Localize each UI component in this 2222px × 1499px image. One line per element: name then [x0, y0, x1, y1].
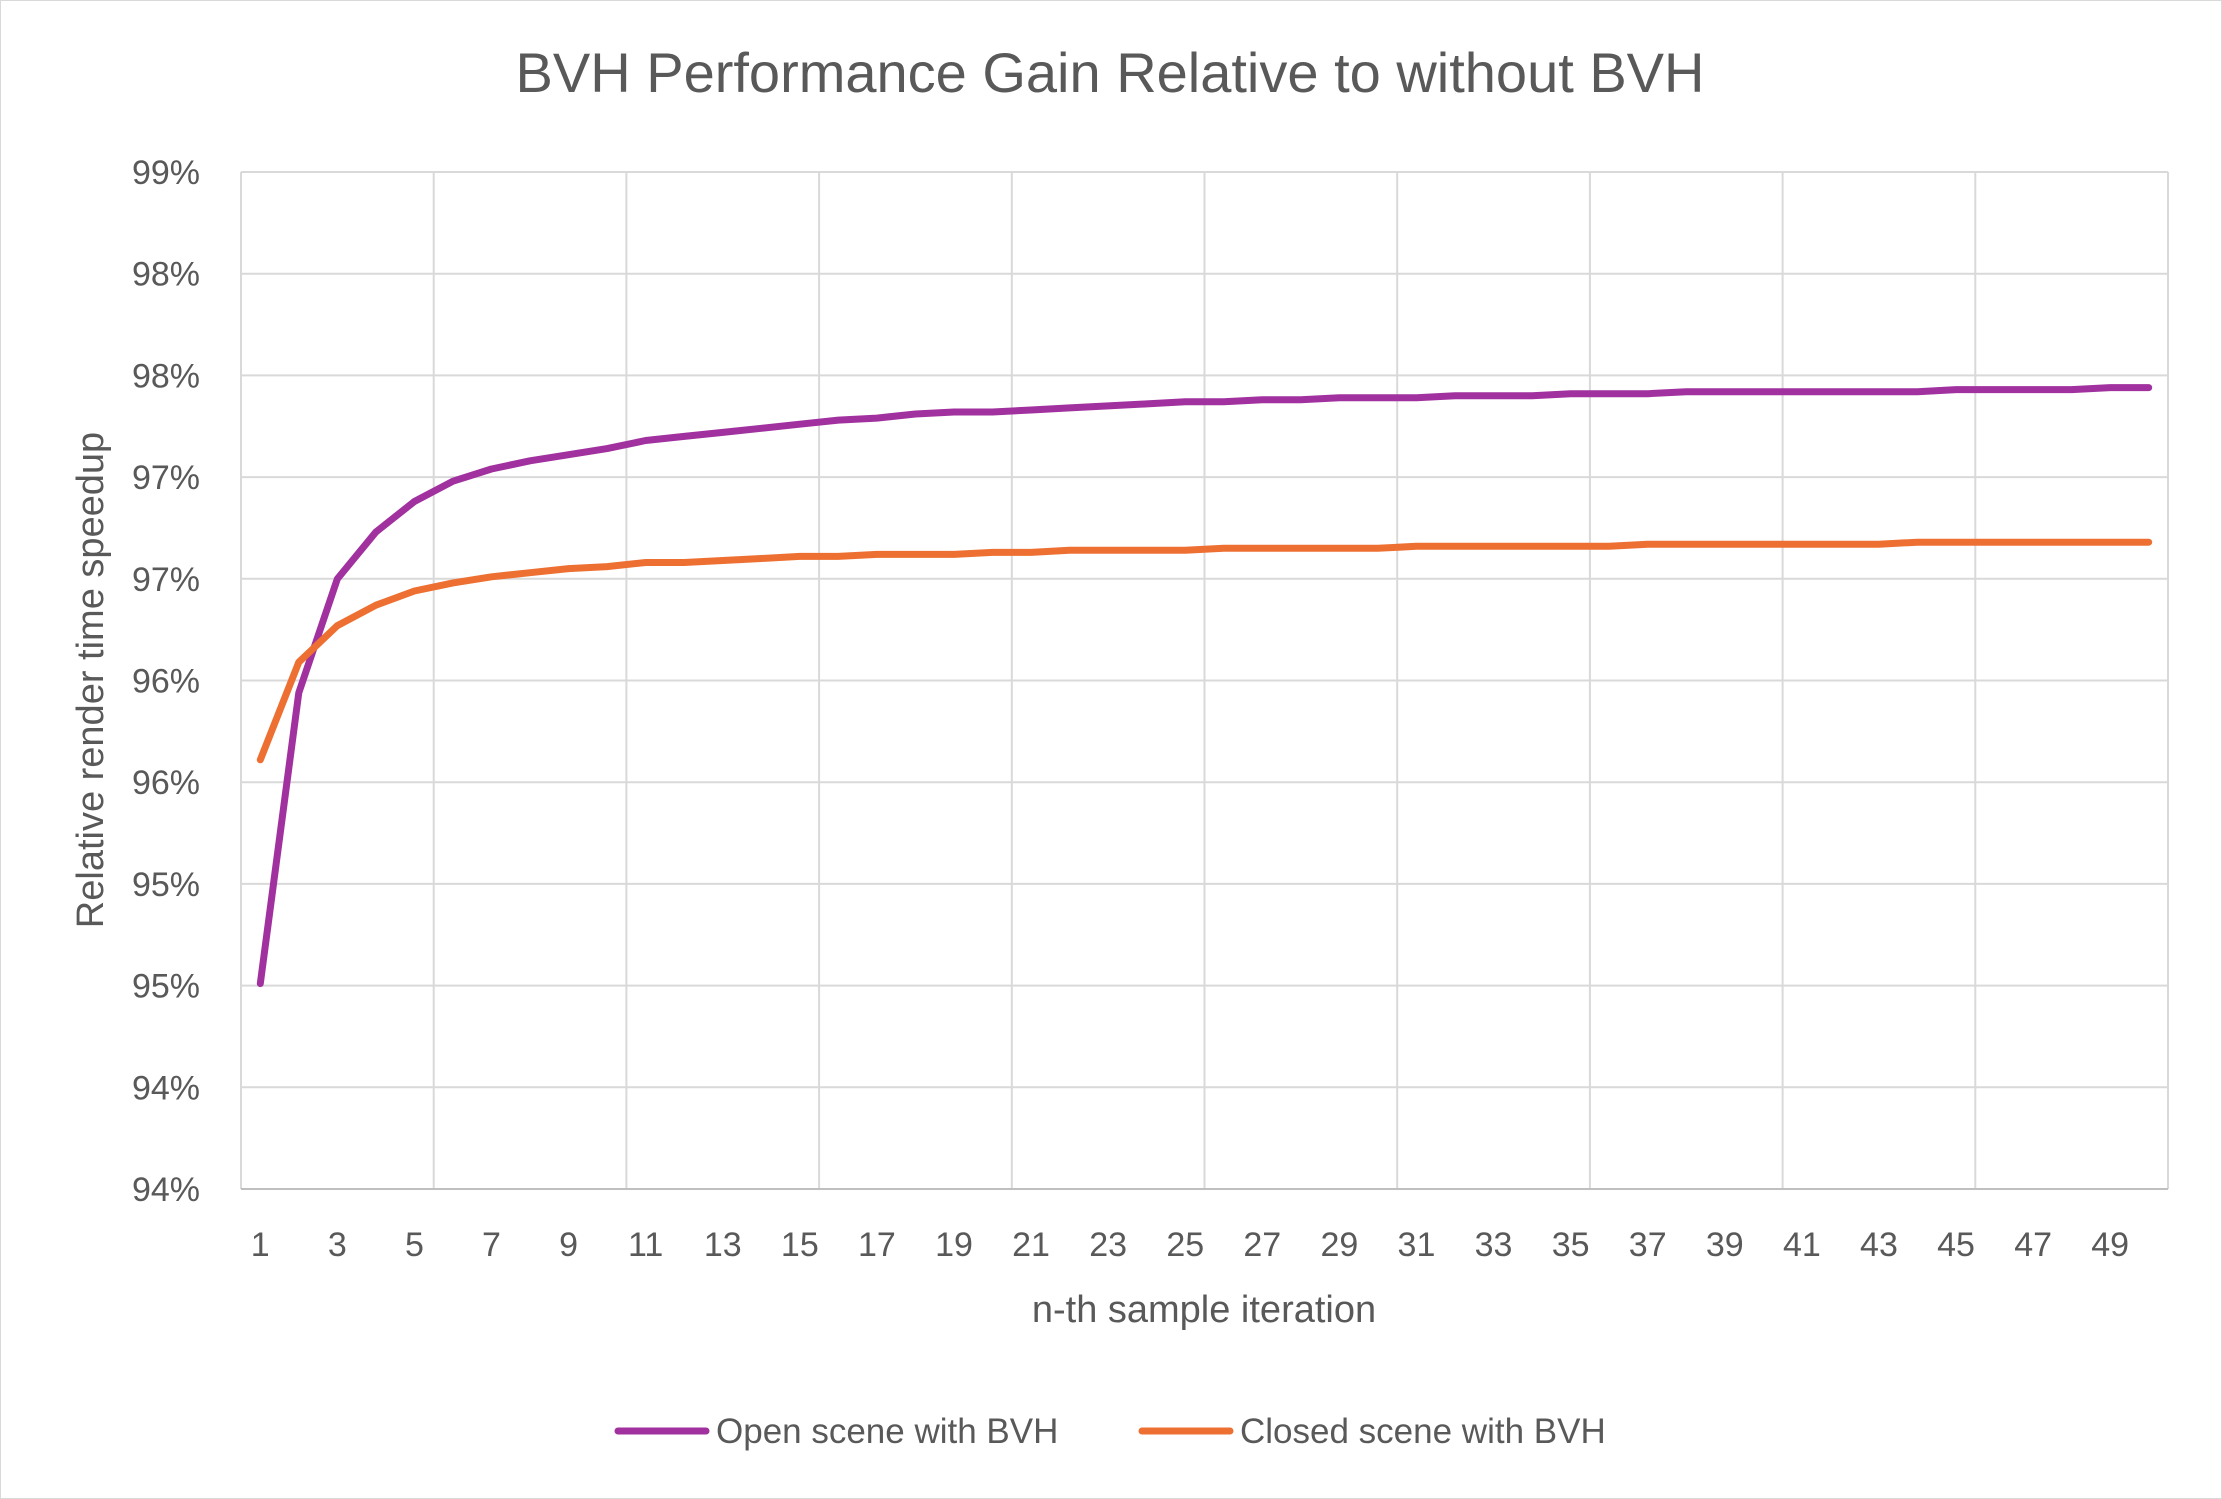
x-tick-label: 13	[704, 1226, 742, 1264]
y-tick-label: 97%	[132, 561, 200, 599]
x-tick-label: 39	[1706, 1226, 1744, 1264]
y-tick-label: 96%	[132, 764, 200, 802]
x-tick-label: 9	[559, 1226, 578, 1264]
x-tick-label: 41	[1783, 1226, 1821, 1264]
x-tick-label: 35	[1552, 1226, 1590, 1264]
x-tick-label: 17	[858, 1226, 896, 1264]
x-tick-label: 29	[1320, 1226, 1358, 1264]
x-tick-label: 7	[482, 1226, 501, 1264]
x-tick-label: 43	[1860, 1226, 1898, 1264]
gridlines	[240, 171, 2169, 1190]
x-tick-label: 47	[2014, 1226, 2052, 1264]
x-tick-label: 31	[1398, 1226, 1436, 1264]
y-tick-label: 99%	[132, 154, 200, 192]
series-line-closed-scene	[256, 538, 2153, 764]
y-tick-label: 95%	[132, 968, 200, 1006]
x-tick-label: 27	[1243, 1226, 1281, 1264]
series-line-open-scene	[256, 384, 2153, 988]
y-tick-label: 97%	[132, 459, 200, 497]
series-lines	[256, 384, 2153, 988]
x-tick-label: 49	[2091, 1226, 2129, 1264]
x-tick-label: 11	[628, 1226, 663, 1264]
legend: Open scene with BVH Closed scene with BVH	[614, 1412, 1606, 1451]
y-axis-label: Relative render time speedup	[70, 432, 112, 928]
y-tick-label: 94%	[132, 1171, 200, 1209]
x-tick-label: 21	[1012, 1226, 1050, 1264]
y-axis-ticks: 94% 94% 95% 95% 96% 96% 97% 97% 98% 98% 99%	[132, 154, 200, 1209]
x-tick-label: 1	[251, 1226, 270, 1264]
x-tick-label: 19	[935, 1226, 973, 1264]
y-tick-label: 98%	[132, 357, 200, 395]
x-tick-label: 23	[1089, 1226, 1127, 1264]
chart-title: BVH Performance Gain Relative to without…	[516, 41, 1705, 104]
x-tick-label: 5	[405, 1226, 424, 1264]
x-tick-label: 37	[1629, 1226, 1667, 1264]
y-tick-label: 98%	[132, 256, 200, 294]
x-tick-label: 15	[781, 1226, 819, 1264]
x-tick-label: 3	[328, 1226, 347, 1264]
x-tick-label: 25	[1166, 1226, 1204, 1264]
x-tick-label: 45	[1937, 1226, 1975, 1264]
y-tick-label: 95%	[132, 866, 200, 904]
legend-item-open-scene-label: Open scene with BVH	[716, 1412, 1058, 1451]
legend-item-closed-scene-label: Closed scene with BVH	[1240, 1412, 1606, 1451]
x-tick-label: 33	[1475, 1226, 1513, 1264]
y-tick-label: 96%	[132, 663, 200, 701]
y-tick-label: 94%	[132, 1069, 200, 1107]
x-axis-label: n-th sample iteration	[1032, 1289, 1376, 1331]
x-axis-ticks: 1 3 5 7 9 11 13 15 17 19 21 23 25 27 29 31 33 35 37 39 41 43 4…	[251, 1226, 2129, 1264]
